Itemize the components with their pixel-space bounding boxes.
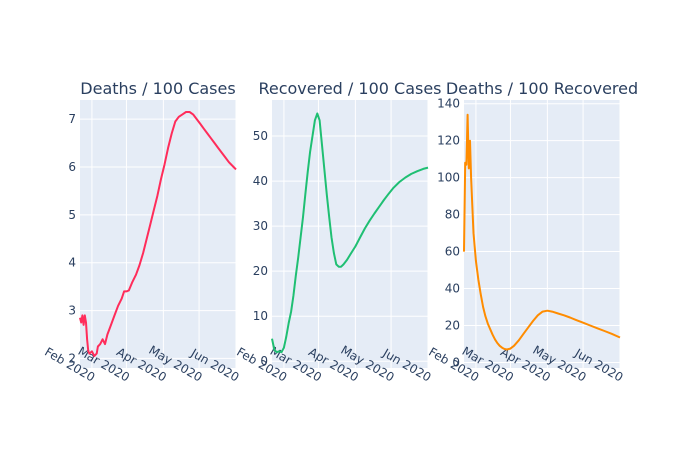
y-tick-label: 20: [445, 318, 460, 332]
subplot-title: Recovered / 100 Cases: [258, 79, 441, 98]
plot-background: [272, 100, 428, 368]
y-tick-label: 3: [68, 304, 76, 318]
y-tick-label: 40: [253, 174, 268, 188]
y-tick-label: 6: [68, 160, 76, 174]
y-tick-label: 0: [452, 355, 460, 369]
y-tick-label: 80: [445, 208, 460, 222]
plot-background: [464, 100, 620, 368]
y-tick-label: 100: [437, 171, 460, 185]
subplot-title: Deaths / 100 Cases: [80, 79, 235, 98]
series-line: [79, 111, 237, 357]
plot-background: [80, 100, 236, 368]
y-tick-label: 10: [253, 309, 268, 323]
y-tick-label: 50: [253, 129, 268, 143]
y-tick-label: 140: [437, 97, 460, 111]
y-tick-label: 20: [253, 264, 268, 278]
y-tick-label: 2: [68, 351, 76, 365]
subplot-title: Deaths / 100 Recovered: [446, 79, 638, 98]
y-tick-label: 7: [68, 112, 76, 126]
y-tick-label: 4: [68, 256, 76, 270]
y-tick-label: 30: [253, 219, 268, 233]
y-tick-label: 40: [445, 282, 460, 296]
y-tick-label: 5: [68, 208, 76, 222]
y-tick-label: 0: [260, 354, 268, 368]
series-line: [271, 112, 429, 354]
series-line: [463, 113, 621, 351]
y-tick-label: 60: [445, 245, 460, 259]
y-tick-label: 120: [437, 134, 460, 148]
